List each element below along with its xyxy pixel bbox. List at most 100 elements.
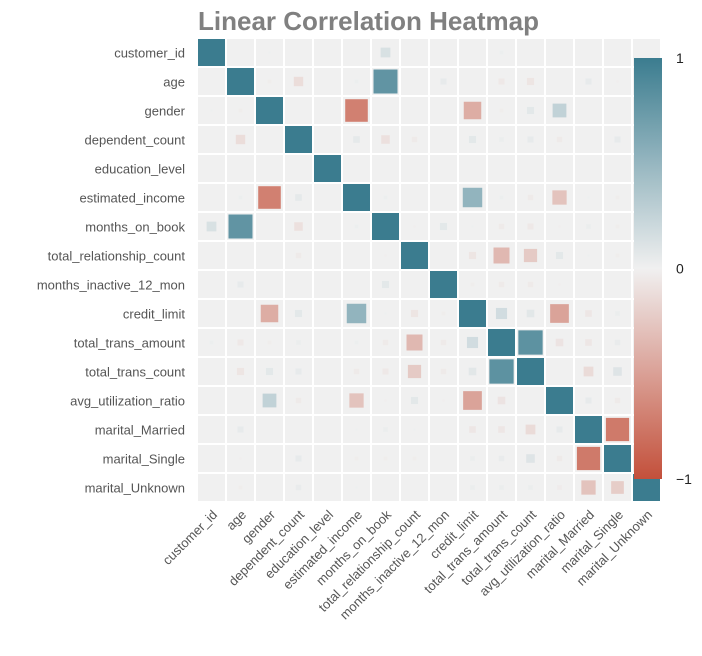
heatmap-mark bbox=[407, 364, 422, 379]
heatmap-mark bbox=[237, 426, 244, 433]
heatmap-cell-bg bbox=[575, 155, 602, 182]
heatmap-mark bbox=[346, 303, 367, 324]
heatmap-cell-bg bbox=[401, 474, 428, 501]
heatmap-mark bbox=[616, 80, 619, 83]
heatmap-cell-bg bbox=[198, 387, 225, 414]
heatmap-mark bbox=[555, 338, 564, 347]
heatmap-mark bbox=[499, 50, 504, 55]
heatmap-mark bbox=[354, 456, 359, 461]
heatmap-cell-bg bbox=[314, 445, 341, 472]
heatmap-mark bbox=[614, 136, 621, 143]
heatmap-cell-bg bbox=[430, 445, 457, 472]
heatmap-mark bbox=[406, 334, 423, 351]
heatmap-mark bbox=[552, 103, 567, 118]
heatmap-mark bbox=[581, 480, 596, 495]
heatmap-cell-bg bbox=[517, 387, 544, 414]
heatmap-mark bbox=[354, 79, 359, 84]
heatmap-cell-bg bbox=[198, 358, 225, 385]
heatmap-mark bbox=[558, 283, 561, 286]
x-axis-labels: customer_id agegenderdependent_counteduca… bbox=[159, 507, 655, 623]
heatmap-mark bbox=[527, 223, 534, 230]
heatmap-mark bbox=[383, 195, 388, 200]
heatmap-mark bbox=[585, 339, 592, 346]
heatmap-cell-bg bbox=[401, 97, 428, 124]
heatmap-mark bbox=[463, 391, 482, 410]
heatmap-mark bbox=[523, 248, 538, 263]
heatmap-cell-bg bbox=[256, 474, 283, 501]
heatmap-cell-bg bbox=[604, 39, 631, 66]
heatmap-cell-bg bbox=[488, 155, 515, 182]
y-tick-label: total_trans_amount bbox=[74, 336, 186, 351]
heatmap-mark bbox=[295, 484, 302, 491]
heatmap-mark bbox=[466, 336, 479, 349]
heatmap-cell-bg bbox=[517, 39, 544, 66]
heatmap-mark bbox=[267, 340, 272, 345]
heatmap-mark bbox=[381, 135, 390, 144]
heatmap-mark bbox=[353, 136, 360, 143]
heatmap-mark bbox=[583, 366, 594, 377]
heatmap-mark bbox=[615, 253, 620, 258]
heatmap-mark bbox=[528, 485, 533, 490]
heatmap-cell-bg bbox=[198, 155, 225, 182]
heatmap-mark bbox=[468, 251, 477, 260]
heatmap-mark bbox=[372, 213, 399, 240]
heatmap-mark bbox=[498, 455, 505, 462]
y-tick-label: months_on_book bbox=[85, 220, 185, 235]
heatmap-cell-bg bbox=[198, 300, 225, 327]
heatmap-mark bbox=[228, 214, 253, 239]
heatmap-mark bbox=[314, 155, 341, 182]
heatmap-mark bbox=[294, 222, 303, 231]
heatmap-mark bbox=[262, 393, 277, 408]
heatmap-mark bbox=[498, 281, 505, 288]
heatmap-mark bbox=[615, 311, 620, 316]
heatmap-cell-bg bbox=[430, 126, 457, 153]
y-tick-label: marital_Single bbox=[103, 452, 185, 467]
heatmap-cell-bg bbox=[198, 445, 225, 472]
heatmap-cell-bg bbox=[285, 416, 312, 443]
heatmap-mark bbox=[586, 224, 591, 229]
heatmap-mark bbox=[585, 78, 592, 85]
heatmap-cell-bg bbox=[256, 242, 283, 269]
x-tick-label: customer_id bbox=[159, 507, 220, 568]
heatmap-mark bbox=[349, 393, 364, 408]
heatmap-mark bbox=[295, 368, 302, 375]
heatmap-mark bbox=[576, 446, 601, 471]
y-tick-label: customer_id bbox=[114, 46, 185, 61]
heatmap-cell-bg bbox=[430, 97, 457, 124]
heatmap-mark bbox=[498, 223, 505, 230]
heatmap-mark bbox=[499, 485, 504, 490]
heatmap-cell-bg bbox=[314, 184, 341, 211]
heatmap-mark bbox=[527, 281, 534, 288]
heatmap-cell-bg bbox=[401, 155, 428, 182]
heatmap-cell-bg bbox=[459, 68, 486, 95]
heatmap-mark bbox=[470, 485, 475, 490]
heatmap-mark bbox=[382, 368, 389, 375]
heatmap-mark bbox=[555, 251, 564, 260]
heatmap-mark bbox=[470, 282, 475, 287]
heatmap-mark bbox=[373, 69, 398, 94]
y-tick-label: estimated_income bbox=[80, 191, 186, 206]
heatmap-cell-bg bbox=[517, 155, 544, 182]
heatmap-mark bbox=[587, 196, 590, 199]
heatmap-mark bbox=[353, 368, 360, 375]
heatmap-cell-bg bbox=[198, 242, 225, 269]
heatmap-mark bbox=[260, 304, 279, 323]
heatmap-cell-bg bbox=[430, 416, 457, 443]
heatmap-mark bbox=[382, 339, 389, 346]
y-tick-label: months_inactive_12_mon bbox=[37, 278, 185, 293]
heatmap-mark bbox=[198, 39, 225, 66]
heatmap-mark bbox=[440, 78, 447, 85]
heatmap-cell-bg bbox=[285, 97, 312, 124]
heatmap-mark bbox=[604, 445, 631, 472]
heatmap-mark bbox=[615, 224, 620, 229]
heatmap-cell-bg bbox=[256, 126, 283, 153]
heatmap-cell-bg bbox=[401, 39, 428, 66]
heatmap-mark bbox=[517, 358, 544, 385]
heatmap-mark bbox=[459, 300, 486, 327]
heatmap-cell-bg bbox=[314, 416, 341, 443]
heatmap-cell-bg bbox=[314, 387, 341, 414]
heatmap-mark bbox=[384, 254, 387, 257]
heatmap-mark bbox=[236, 367, 245, 376]
heatmap-mark bbox=[343, 184, 370, 211]
heatmap-mark bbox=[430, 271, 457, 298]
